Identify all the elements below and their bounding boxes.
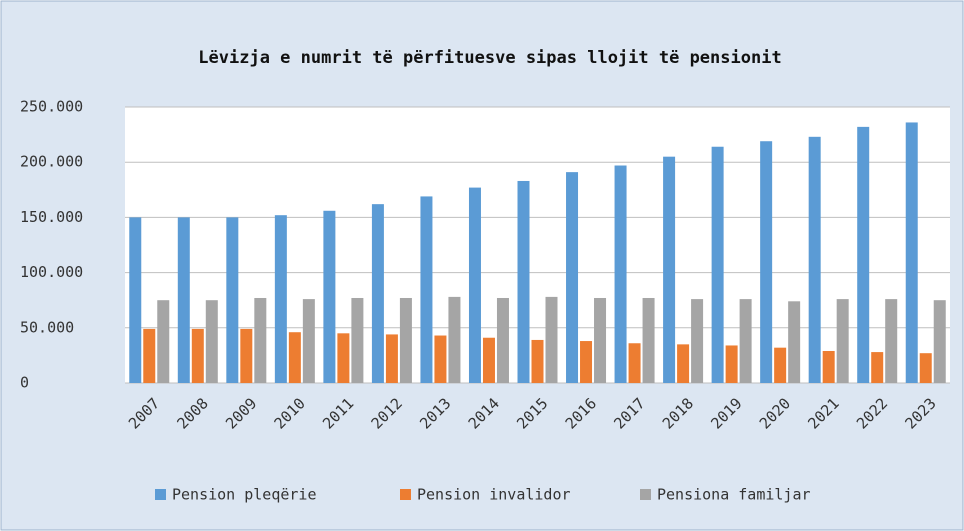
- bar: [836, 299, 849, 383]
- bar: [905, 122, 918, 384]
- bar: [808, 136, 821, 383]
- bar: [871, 352, 884, 383]
- y-tick-label: 200.000: [20, 153, 83, 171]
- bar: [517, 180, 530, 383]
- chart-title: Lëvizja e numrit të përfituesve sipas ll…: [198, 48, 781, 68]
- legend-label: Pension pleqërie: [172, 486, 317, 504]
- bar: [566, 172, 579, 383]
- bar: [594, 297, 607, 383]
- bar: [933, 300, 946, 383]
- bar: [371, 204, 384, 383]
- bar: [351, 297, 364, 383]
- bar: [226, 217, 239, 383]
- bar: [760, 141, 773, 383]
- bar: [919, 353, 932, 383]
- bar: [143, 328, 156, 383]
- bar: [545, 296, 558, 383]
- bar: [323, 210, 336, 383]
- bar: [788, 301, 801, 383]
- bar: [288, 332, 301, 383]
- bar: [663, 156, 676, 383]
- bar: [531, 339, 544, 383]
- bar: [482, 337, 495, 383]
- bar: [385, 334, 398, 383]
- legend-swatch: [155, 489, 166, 500]
- y-tick-label: 0: [20, 374, 29, 392]
- y-tick-label: 100.000: [20, 263, 83, 281]
- bar: [337, 333, 350, 383]
- bar: [468, 187, 481, 383]
- y-tick-label: 50.000: [20, 318, 74, 336]
- bar: [614, 165, 627, 383]
- bar: [177, 217, 190, 383]
- bar: [677, 344, 690, 383]
- bar: [496, 297, 509, 383]
- bar: [240, 328, 253, 383]
- legend-label: Pensiona familjar: [657, 486, 811, 504]
- bar: [129, 217, 142, 383]
- legend-swatch: [640, 489, 651, 500]
- bar: [157, 300, 170, 383]
- y-tick-label: 150.000: [20, 208, 83, 226]
- bar: [580, 341, 593, 383]
- bar: [274, 215, 287, 383]
- bar: [885, 299, 898, 383]
- bar: [642, 297, 655, 383]
- bar: [774, 347, 787, 383]
- bar: [434, 335, 447, 383]
- bar: [448, 296, 461, 383]
- bar: [254, 297, 267, 383]
- bar: [420, 196, 433, 383]
- legend-label: Pension invalidor: [417, 486, 571, 504]
- legend-swatch: [400, 489, 411, 500]
- bar: [725, 345, 738, 383]
- bar: [399, 297, 412, 383]
- bar: [191, 328, 204, 383]
- y-tick-label: 250.000: [20, 98, 83, 116]
- bar: [302, 299, 315, 383]
- bar: [857, 126, 870, 383]
- bar: [205, 300, 218, 383]
- bar: [822, 350, 835, 383]
- bar: [711, 146, 724, 383]
- bar: [691, 299, 704, 383]
- bar: [739, 299, 752, 383]
- bar: [628, 343, 641, 383]
